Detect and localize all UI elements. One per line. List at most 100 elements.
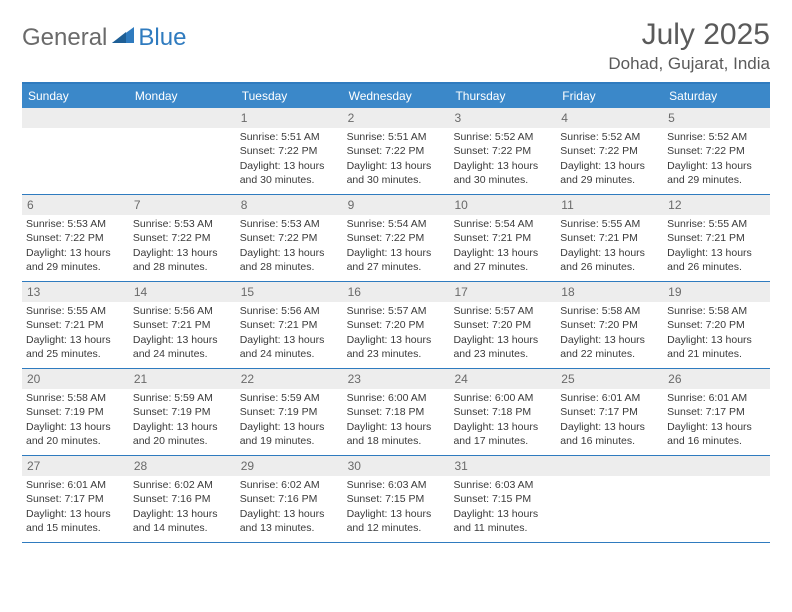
daylight-text: Daylight: 13 hours and 18 minutes. bbox=[347, 420, 446, 448]
logo-text-general: General bbox=[22, 24, 107, 52]
sunset-text: Sunset: 7:17 PM bbox=[560, 405, 659, 419]
cell-body: Sunrise: 5:57 AMSunset: 7:20 PMDaylight:… bbox=[343, 302, 450, 367]
daylight-text: Daylight: 13 hours and 30 minutes. bbox=[240, 159, 339, 187]
calendar-cell: 30Sunrise: 6:03 AMSunset: 7:15 PMDayligh… bbox=[343, 456, 450, 542]
daylight-text: Daylight: 13 hours and 24 minutes. bbox=[133, 333, 232, 361]
calendar-weeks: ..1Sunrise: 5:51 AMSunset: 7:22 PMDaylig… bbox=[22, 108, 770, 543]
cell-body: Sunrise: 5:55 AMSunset: 7:21 PMDaylight:… bbox=[22, 302, 129, 367]
day-header: Friday bbox=[556, 84, 663, 108]
calendar-cell: 27Sunrise: 6:01 AMSunset: 7:17 PMDayligh… bbox=[22, 456, 129, 542]
sunset-text: Sunset: 7:18 PM bbox=[347, 405, 446, 419]
sunrise-text: Sunrise: 5:59 AM bbox=[133, 391, 232, 405]
sunrise-text: Sunrise: 5:57 AM bbox=[347, 304, 446, 318]
daylight-text: Daylight: 13 hours and 28 minutes. bbox=[240, 246, 339, 274]
sunset-text: Sunset: 7:17 PM bbox=[26, 492, 125, 506]
sunset-text: Sunset: 7:22 PM bbox=[347, 144, 446, 158]
calendar-cell: 26Sunrise: 6:01 AMSunset: 7:17 PMDayligh… bbox=[663, 369, 770, 455]
sunset-text: Sunset: 7:20 PM bbox=[453, 318, 552, 332]
day-header: Monday bbox=[129, 84, 236, 108]
day-number: 4 bbox=[556, 108, 663, 128]
cell-body: Sunrise: 5:52 AMSunset: 7:22 PMDaylight:… bbox=[663, 128, 770, 193]
cell-body: Sunrise: 6:02 AMSunset: 7:16 PMDaylight:… bbox=[236, 476, 343, 541]
sunset-text: Sunset: 7:22 PM bbox=[240, 144, 339, 158]
sunrise-text: Sunrise: 5:59 AM bbox=[240, 391, 339, 405]
sunrise-text: Sunrise: 5:55 AM bbox=[26, 304, 125, 318]
sunrise-text: Sunrise: 5:55 AM bbox=[667, 217, 766, 231]
sunrise-text: Sunrise: 5:54 AM bbox=[347, 217, 446, 231]
daylight-text: Daylight: 13 hours and 29 minutes. bbox=[26, 246, 125, 274]
daylight-text: Daylight: 13 hours and 17 minutes. bbox=[453, 420, 552, 448]
day-number: 10 bbox=[449, 195, 556, 215]
daylight-text: Daylight: 13 hours and 16 minutes. bbox=[667, 420, 766, 448]
sunrise-text: Sunrise: 5:56 AM bbox=[240, 304, 339, 318]
calendar-cell: 2Sunrise: 5:51 AMSunset: 7:22 PMDaylight… bbox=[343, 108, 450, 194]
calendar-cell: 19Sunrise: 5:58 AMSunset: 7:20 PMDayligh… bbox=[663, 282, 770, 368]
day-number: . bbox=[22, 108, 129, 128]
sunrise-text: Sunrise: 5:53 AM bbox=[240, 217, 339, 231]
calendar-week: 20Sunrise: 5:58 AMSunset: 7:19 PMDayligh… bbox=[22, 369, 770, 456]
sunrise-text: Sunrise: 6:02 AM bbox=[133, 478, 232, 492]
day-number: 31 bbox=[449, 456, 556, 476]
sunset-text: Sunset: 7:22 PM bbox=[347, 231, 446, 245]
cell-body: Sunrise: 6:01 AMSunset: 7:17 PMDaylight:… bbox=[663, 389, 770, 454]
sunset-text: Sunset: 7:22 PM bbox=[26, 231, 125, 245]
cell-body: Sunrise: 5:56 AMSunset: 7:21 PMDaylight:… bbox=[129, 302, 236, 367]
calendar-cell: 9Sunrise: 5:54 AMSunset: 7:22 PMDaylight… bbox=[343, 195, 450, 281]
cell-body: Sunrise: 5:54 AMSunset: 7:21 PMDaylight:… bbox=[449, 215, 556, 280]
calendar-cell: 16Sunrise: 5:57 AMSunset: 7:20 PMDayligh… bbox=[343, 282, 450, 368]
sunrise-text: Sunrise: 5:58 AM bbox=[667, 304, 766, 318]
day-number: 25 bbox=[556, 369, 663, 389]
daylight-text: Daylight: 13 hours and 22 minutes. bbox=[560, 333, 659, 361]
daylight-text: Daylight: 13 hours and 21 minutes. bbox=[667, 333, 766, 361]
calendar-cell: 31Sunrise: 6:03 AMSunset: 7:15 PMDayligh… bbox=[449, 456, 556, 542]
title-block: July 2025 Dohad, Gujarat, India bbox=[608, 18, 770, 74]
daylight-text: Daylight: 13 hours and 29 minutes. bbox=[560, 159, 659, 187]
sunset-text: Sunset: 7:22 PM bbox=[240, 231, 339, 245]
sunset-text: Sunset: 7:22 PM bbox=[560, 144, 659, 158]
cell-body: Sunrise: 5:57 AMSunset: 7:20 PMDaylight:… bbox=[449, 302, 556, 367]
day-number: 8 bbox=[236, 195, 343, 215]
cell-body: Sunrise: 6:03 AMSunset: 7:15 PMDaylight:… bbox=[449, 476, 556, 541]
calendar-week: 13Sunrise: 5:55 AMSunset: 7:21 PMDayligh… bbox=[22, 282, 770, 369]
day-header: Tuesday bbox=[236, 84, 343, 108]
sunset-text: Sunset: 7:21 PM bbox=[26, 318, 125, 332]
calendar: SundayMondayTuesdayWednesdayThursdayFrid… bbox=[22, 82, 770, 543]
cell-body: Sunrise: 6:02 AMSunset: 7:16 PMDaylight:… bbox=[129, 476, 236, 541]
daylight-text: Daylight: 13 hours and 15 minutes. bbox=[26, 507, 125, 535]
calendar-cell: 17Sunrise: 5:57 AMSunset: 7:20 PMDayligh… bbox=[449, 282, 556, 368]
day-header: Wednesday bbox=[343, 84, 450, 108]
sunrise-text: Sunrise: 6:01 AM bbox=[560, 391, 659, 405]
cell-body: Sunrise: 6:00 AMSunset: 7:18 PMDaylight:… bbox=[449, 389, 556, 454]
daylight-text: Daylight: 13 hours and 27 minutes. bbox=[453, 246, 552, 274]
sunset-text: Sunset: 7:20 PM bbox=[560, 318, 659, 332]
day-number: 29 bbox=[236, 456, 343, 476]
sunrise-text: Sunrise: 5:51 AM bbox=[347, 130, 446, 144]
daylight-text: Daylight: 13 hours and 27 minutes. bbox=[347, 246, 446, 274]
calendar-cell: 5Sunrise: 5:52 AMSunset: 7:22 PMDaylight… bbox=[663, 108, 770, 194]
daylight-text: Daylight: 13 hours and 25 minutes. bbox=[26, 333, 125, 361]
calendar-cell: 12Sunrise: 5:55 AMSunset: 7:21 PMDayligh… bbox=[663, 195, 770, 281]
sunset-text: Sunset: 7:21 PM bbox=[667, 231, 766, 245]
cell-body: Sunrise: 5:55 AMSunset: 7:21 PMDaylight:… bbox=[663, 215, 770, 280]
day-number: 20 bbox=[22, 369, 129, 389]
day-header: Thursday bbox=[449, 84, 556, 108]
cell-body: Sunrise: 5:58 AMSunset: 7:20 PMDaylight:… bbox=[556, 302, 663, 367]
daylight-text: Daylight: 13 hours and 14 minutes. bbox=[133, 507, 232, 535]
day-number: 12 bbox=[663, 195, 770, 215]
day-number: 28 bbox=[129, 456, 236, 476]
cell-body: Sunrise: 5:59 AMSunset: 7:19 PMDaylight:… bbox=[129, 389, 236, 454]
location-label: Dohad, Gujarat, India bbox=[608, 54, 770, 74]
calendar-cell: 11Sunrise: 5:55 AMSunset: 7:21 PMDayligh… bbox=[556, 195, 663, 281]
cell-body: Sunrise: 5:52 AMSunset: 7:22 PMDaylight:… bbox=[556, 128, 663, 193]
calendar-cell: 20Sunrise: 5:58 AMSunset: 7:19 PMDayligh… bbox=[22, 369, 129, 455]
sunrise-text: Sunrise: 6:01 AM bbox=[667, 391, 766, 405]
calendar-cell: 4Sunrise: 5:52 AMSunset: 7:22 PMDaylight… bbox=[556, 108, 663, 194]
daylight-text: Daylight: 13 hours and 28 minutes. bbox=[133, 246, 232, 274]
month-title: July 2025 bbox=[608, 18, 770, 52]
day-header: Sunday bbox=[22, 84, 129, 108]
daylight-text: Daylight: 13 hours and 16 minutes. bbox=[560, 420, 659, 448]
daylight-text: Daylight: 13 hours and 20 minutes. bbox=[133, 420, 232, 448]
daylight-text: Daylight: 13 hours and 12 minutes. bbox=[347, 507, 446, 535]
day-number: 1 bbox=[236, 108, 343, 128]
sunrise-text: Sunrise: 6:03 AM bbox=[347, 478, 446, 492]
